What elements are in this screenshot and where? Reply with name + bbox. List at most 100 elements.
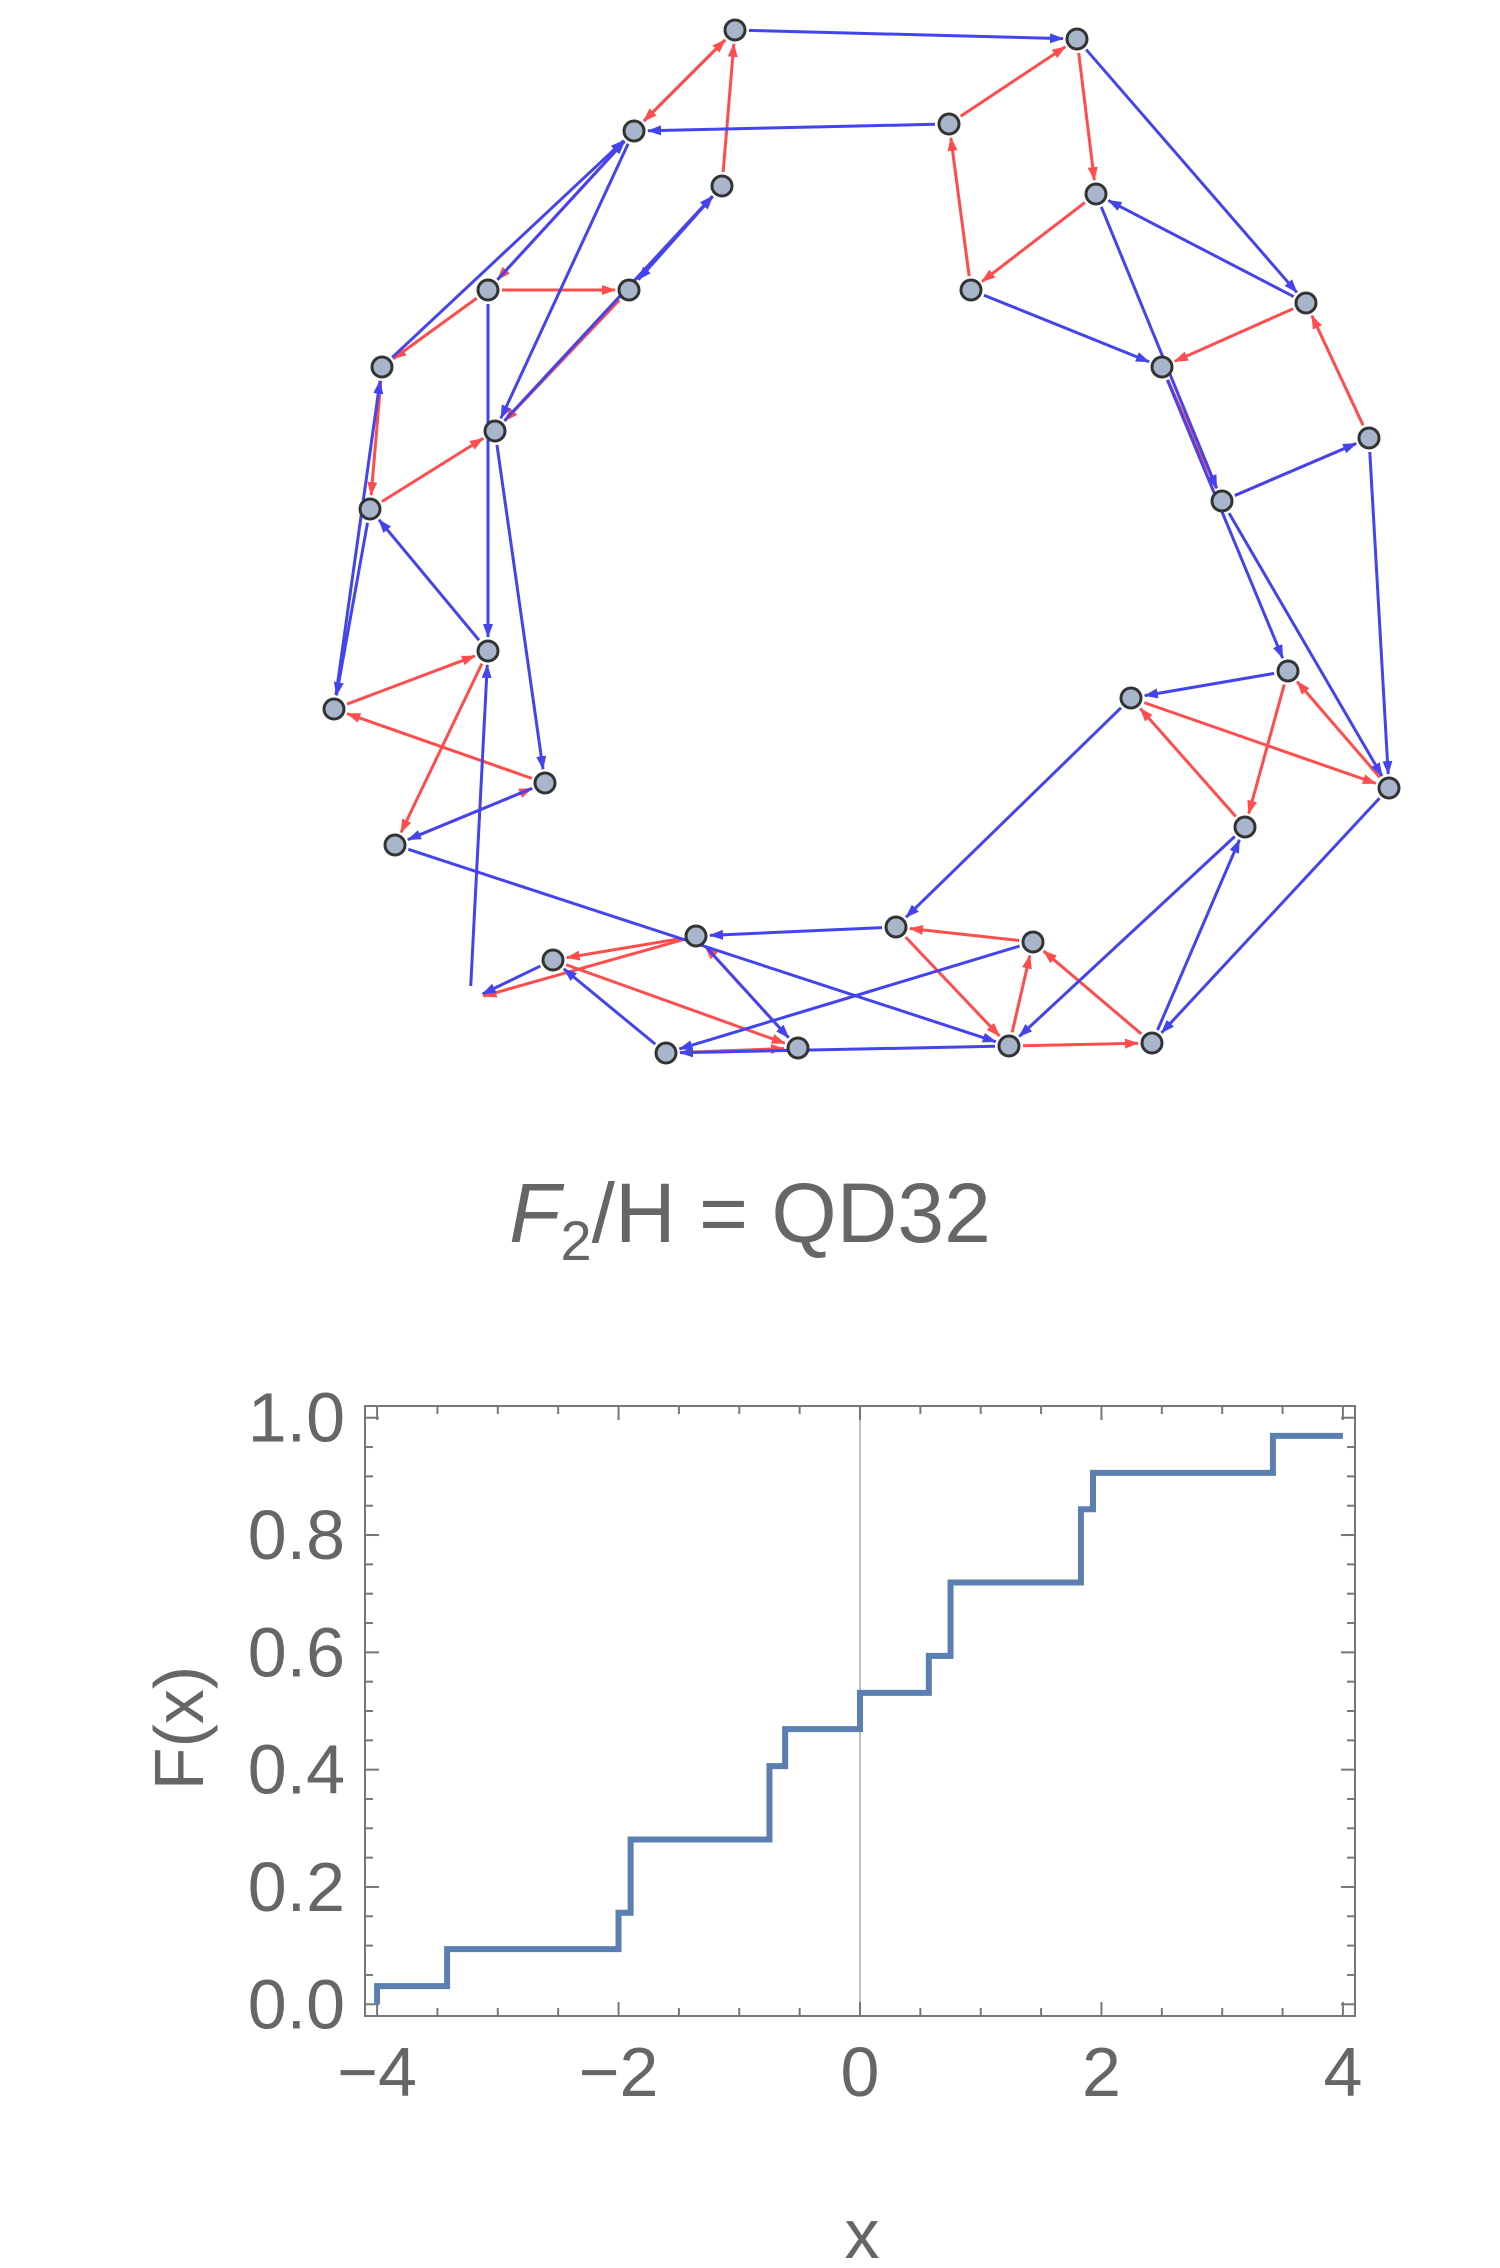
graph-node — [1140, 1031, 1164, 1055]
x-tick-label: 0 — [841, 2033, 880, 2111]
graph-node — [1084, 182, 1108, 206]
red-edge — [1143, 701, 1377, 785]
y-tick-label: 0.2 — [248, 1848, 345, 1926]
graph-node — [617, 278, 641, 302]
edge-layer — [333, 28, 1393, 1058]
blue-edge — [1160, 797, 1381, 1034]
graph-node — [541, 948, 565, 972]
blue-edge — [503, 195, 714, 422]
blue-edge — [334, 379, 384, 696]
red-edge — [565, 963, 786, 1045]
blue-edge — [407, 786, 533, 842]
graph-node — [476, 639, 500, 663]
graph-node — [684, 924, 708, 948]
red-edge — [1310, 314, 1365, 426]
red-edge — [482, 938, 683, 998]
blue-edge — [562, 967, 657, 1046]
graph-node — [1021, 930, 1045, 954]
y-tick-label: 0.8 — [248, 1496, 345, 1574]
x-tick-label: −2 — [579, 2033, 659, 2111]
graph-node — [654, 1041, 678, 1065]
node-layer — [322, 18, 1401, 1065]
graph-node — [884, 915, 908, 939]
graph-caption-block: F2/H = QD32 — [0, 1165, 1500, 1273]
blue-edge — [499, 143, 630, 420]
red-edge — [381, 437, 484, 503]
blue-edge — [496, 140, 626, 281]
blue-edge — [469, 663, 492, 987]
graph-node — [723, 18, 747, 42]
red-edge — [1139, 707, 1237, 818]
blue-edge — [1107, 199, 1295, 298]
graph-node — [1150, 355, 1174, 379]
y-axis-label: F(x) — [140, 1666, 218, 1790]
blue-edge — [333, 522, 369, 697]
cayley-graph-diagram — [322, 18, 1401, 1065]
red-edge — [721, 42, 738, 173]
graph-node — [383, 833, 407, 857]
graph-node — [1357, 426, 1381, 450]
red-edge — [1010, 954, 1032, 1033]
y-tick-label: 1.0 — [248, 1379, 345, 1457]
x-tick-label: −4 — [337, 2033, 417, 2111]
blue-edge — [1099, 206, 1219, 489]
red-edge — [392, 297, 478, 360]
red-edge — [1042, 949, 1143, 1036]
blue-edge — [704, 945, 790, 1039]
plot-series — [374, 1432, 1343, 2005]
graph-node — [1119, 686, 1143, 710]
graph-node — [370, 355, 394, 379]
red-edge — [642, 38, 727, 123]
red-edge — [959, 45, 1067, 118]
red-edge — [1077, 52, 1098, 182]
red-edge — [981, 201, 1086, 283]
graph-node — [1377, 776, 1401, 800]
graph-node — [622, 119, 646, 143]
x-tick-label: 4 — [1323, 2033, 1362, 2111]
blue-edge — [708, 926, 883, 940]
blue-edge — [495, 444, 547, 771]
blue-edge — [1156, 838, 1241, 1031]
graph-node — [710, 174, 734, 198]
blue-edge — [481, 964, 542, 996]
y-tick-label: 0.6 — [248, 1613, 345, 1691]
blue-edge — [377, 518, 481, 642]
red-edge — [904, 936, 1001, 1037]
blue-edge — [904, 706, 1123, 919]
x-axis-label: x — [845, 2195, 880, 2268]
red-edge — [947, 136, 971, 277]
cdf-step-plot: −4 −2 0 2 4 0.0 0.2 0.4 0.6 0.8 1.0 x F(x) — [140, 1379, 1363, 2268]
graph-node — [959, 278, 983, 302]
graph-node — [533, 771, 557, 795]
blue-edge — [391, 139, 625, 359]
red-edge — [1173, 307, 1294, 363]
blue-edge — [1018, 835, 1236, 1038]
red-edge — [346, 712, 533, 780]
blue-edge — [1227, 512, 1384, 777]
x-tick-label: 2 — [1082, 2033, 1121, 2111]
blue-edge — [1085, 48, 1298, 294]
blue-edge — [1234, 442, 1358, 497]
cdf-step-series — [374, 1432, 1343, 2005]
y-tick-label: 0.0 — [248, 1965, 345, 2043]
blue-edge — [678, 944, 1021, 1051]
red-edge — [908, 924, 1020, 942]
red-edge — [367, 380, 383, 497]
graph-node — [358, 497, 382, 521]
graph-node — [1294, 291, 1318, 315]
caption-subscript: 2 — [560, 1209, 592, 1272]
red-edge — [1296, 680, 1381, 779]
caption-italic-f: F — [509, 1166, 561, 1260]
blue-edge — [983, 293, 1150, 364]
graph-node — [937, 112, 961, 136]
graph-node — [1233, 815, 1257, 839]
graph-node — [322, 697, 346, 721]
graph-node — [1065, 27, 1089, 51]
red-edge — [1247, 684, 1286, 815]
plot-ticks: −4 −2 0 2 4 0.0 0.2 0.4 0.6 0.8 1.0 — [248, 1379, 1363, 2111]
caption-rest: /H = QD32 — [591, 1166, 991, 1260]
blue-edge — [748, 28, 1065, 44]
graph-node — [476, 278, 500, 302]
red-edge — [346, 654, 476, 706]
blue-edge — [1368, 451, 1393, 776]
